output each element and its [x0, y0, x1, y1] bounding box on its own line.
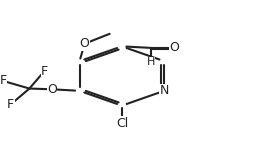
Text: O: O [169, 41, 179, 54]
Text: O: O [47, 83, 57, 96]
Text: O: O [80, 37, 90, 50]
Text: F: F [7, 98, 14, 111]
Text: H: H [146, 57, 155, 67]
Text: Cl: Cl [116, 117, 128, 130]
Text: N: N [159, 84, 169, 97]
Text: F: F [0, 74, 7, 87]
Text: F: F [41, 65, 48, 78]
